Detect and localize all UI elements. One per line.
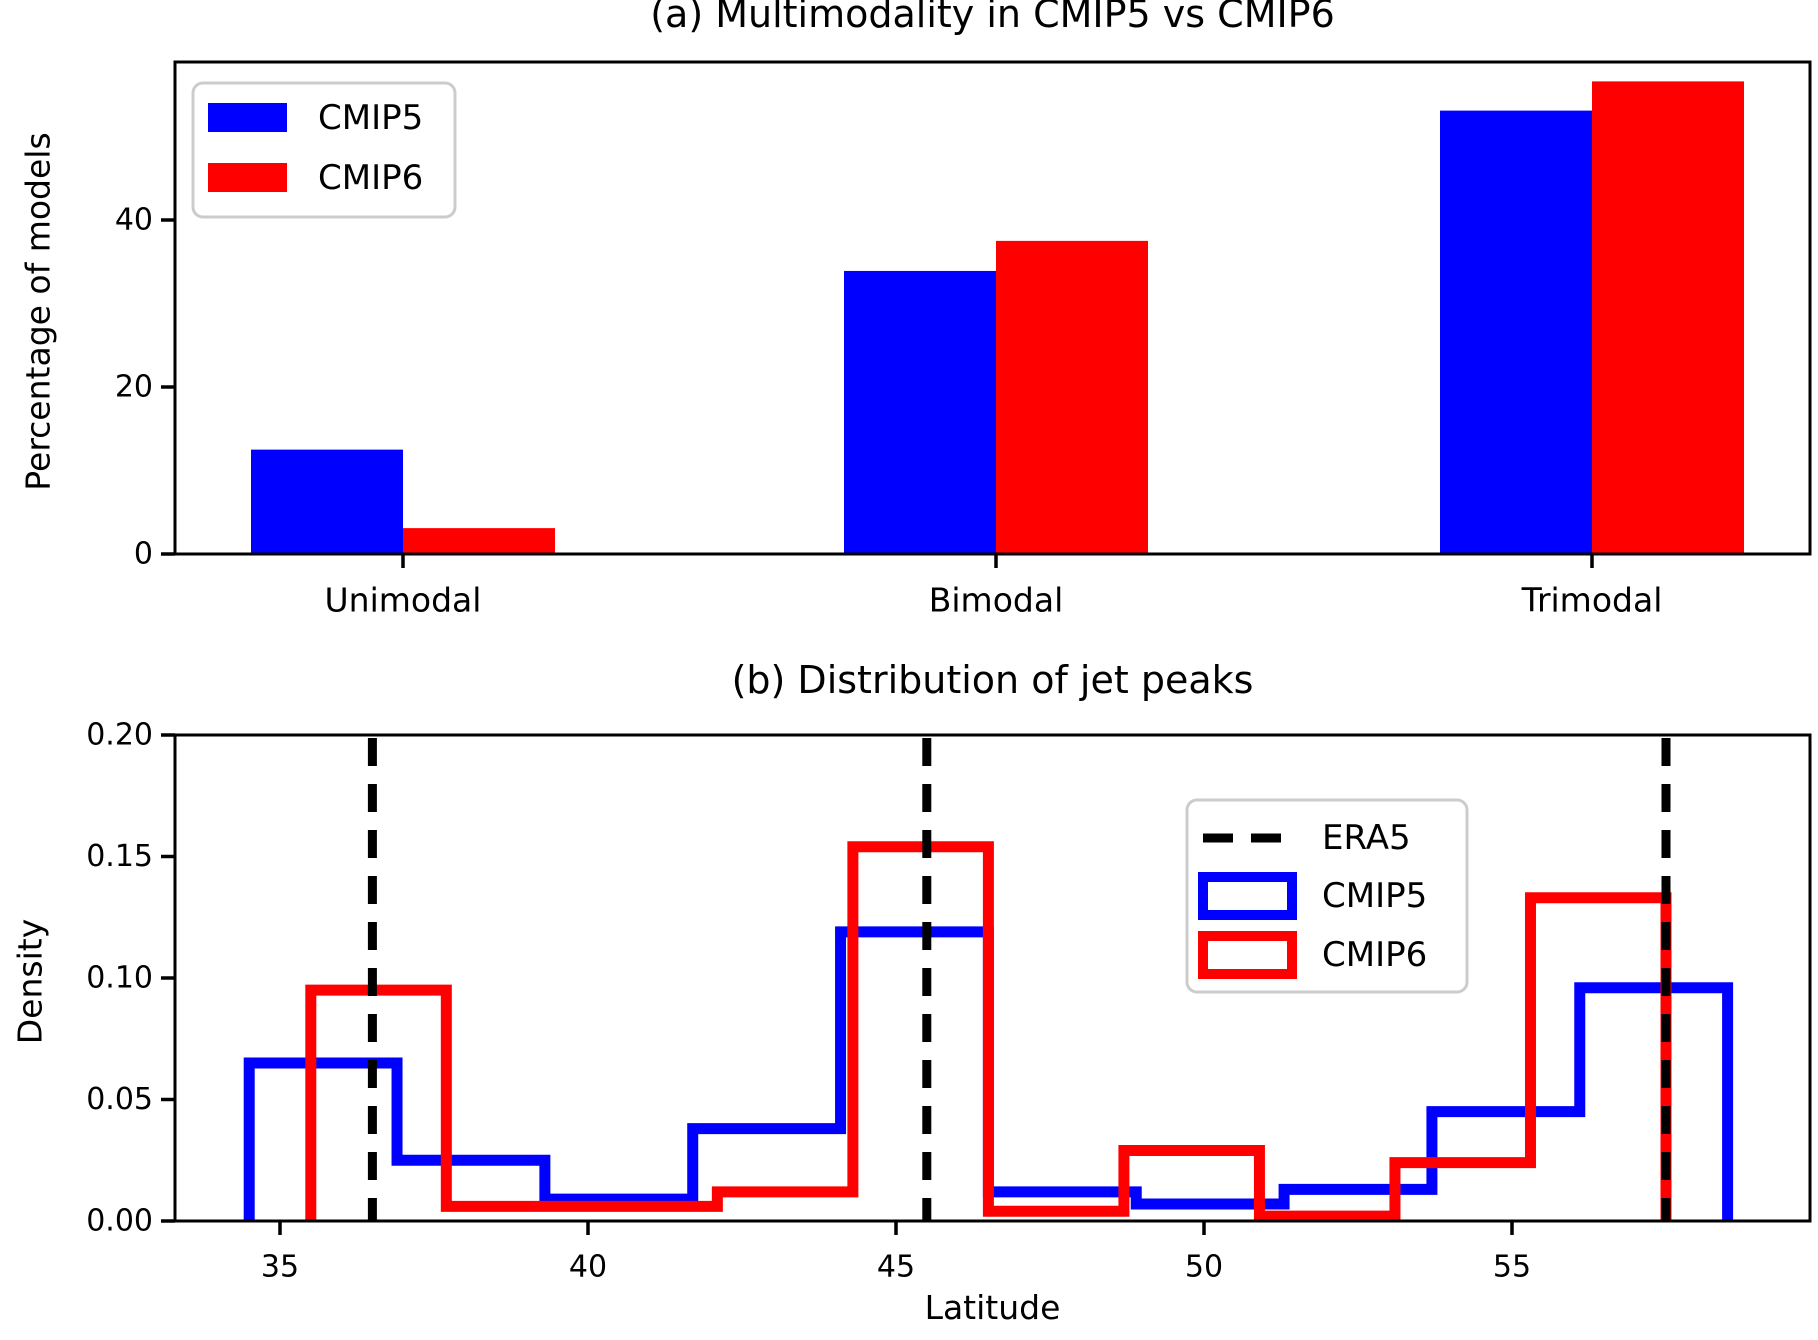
panel-a-y-tick-label: 40	[115, 203, 153, 238]
panel-b-y-axis-label: Density	[10, 918, 50, 1045]
panel-b-x-tick-label: 50	[1185, 1250, 1223, 1285]
panel-b-x-tick-label: 55	[1493, 1250, 1531, 1285]
panel-b-cmip6-histogram	[305, 841, 1672, 1222]
panel-a-y-tick-label: 0	[134, 537, 153, 572]
panel-b-x-tick-label: 45	[877, 1250, 915, 1285]
panel-b-x-tick-label: 40	[569, 1250, 607, 1285]
panel-b-y-tick-label: 0.10	[86, 961, 153, 996]
panel-b-x-tick-label: 35	[261, 1250, 299, 1285]
panel-a-bar-cmip6-bimodal	[996, 240, 1148, 554]
panel-a-legend-swatch-cmip5	[208, 103, 287, 132]
panel-a-y-tick-label: 20	[115, 370, 153, 405]
panel-a-bar-cmip6-trimodal	[1592, 81, 1744, 554]
panel-a-category-label: Trimodal	[1521, 581, 1663, 620]
panel-b-y-tick-label: 0.20	[86, 718, 153, 753]
panel-a-legend-label-cmip5: CMIP5	[318, 98, 423, 138]
panel-a-bar-cmip6-unimodal	[403, 528, 555, 554]
panel-b-title: (b) Distribution of jet peaks	[731, 658, 1254, 702]
panel-a-bar-cmip5-unimodal	[251, 449, 403, 554]
panel-b-legend-label-era5: ERA5	[1322, 818, 1411, 858]
panel-a-legend-label-cmip6: CMIP6	[318, 158, 423, 198]
panel-b-y-tick-label: 0.05	[86, 1082, 153, 1117]
panel-a-category-label: Bimodal	[929, 581, 1063, 620]
panel-a-legend-swatch-cmip6	[208, 163, 287, 192]
panel-a-plot-frame	[173, 60, 1812, 556]
panel-b-legend-swatch-cmip6	[1198, 931, 1297, 979]
panel-b-y-tick-label: 0.15	[86, 839, 153, 874]
panel-a-y-axis-label: Percentage of models	[18, 132, 58, 491]
panel-a-bar-cmip5-bimodal	[844, 270, 996, 554]
panel-b-y-tick-label: 0.00	[86, 1204, 153, 1239]
panel-b-x-axis-label: Latitude	[924, 1288, 1061, 1327]
panel-b-legend-label-cmip6: CMIP6	[1322, 935, 1427, 975]
panel-a-bar-cmip5-trimodal	[1440, 110, 1592, 555]
panel-b-legend-label-cmip5: CMIP5	[1322, 876, 1427, 916]
panel-a-title: (a) Multimodality in CMIP5 vs CMIP6	[650, 0, 1335, 36]
panel-a-category-label: Unimodal	[325, 581, 482, 620]
panel-b-legend-box	[1185, 798, 1469, 994]
panel-b-legend-swatch-cmip5	[1198, 872, 1297, 920]
